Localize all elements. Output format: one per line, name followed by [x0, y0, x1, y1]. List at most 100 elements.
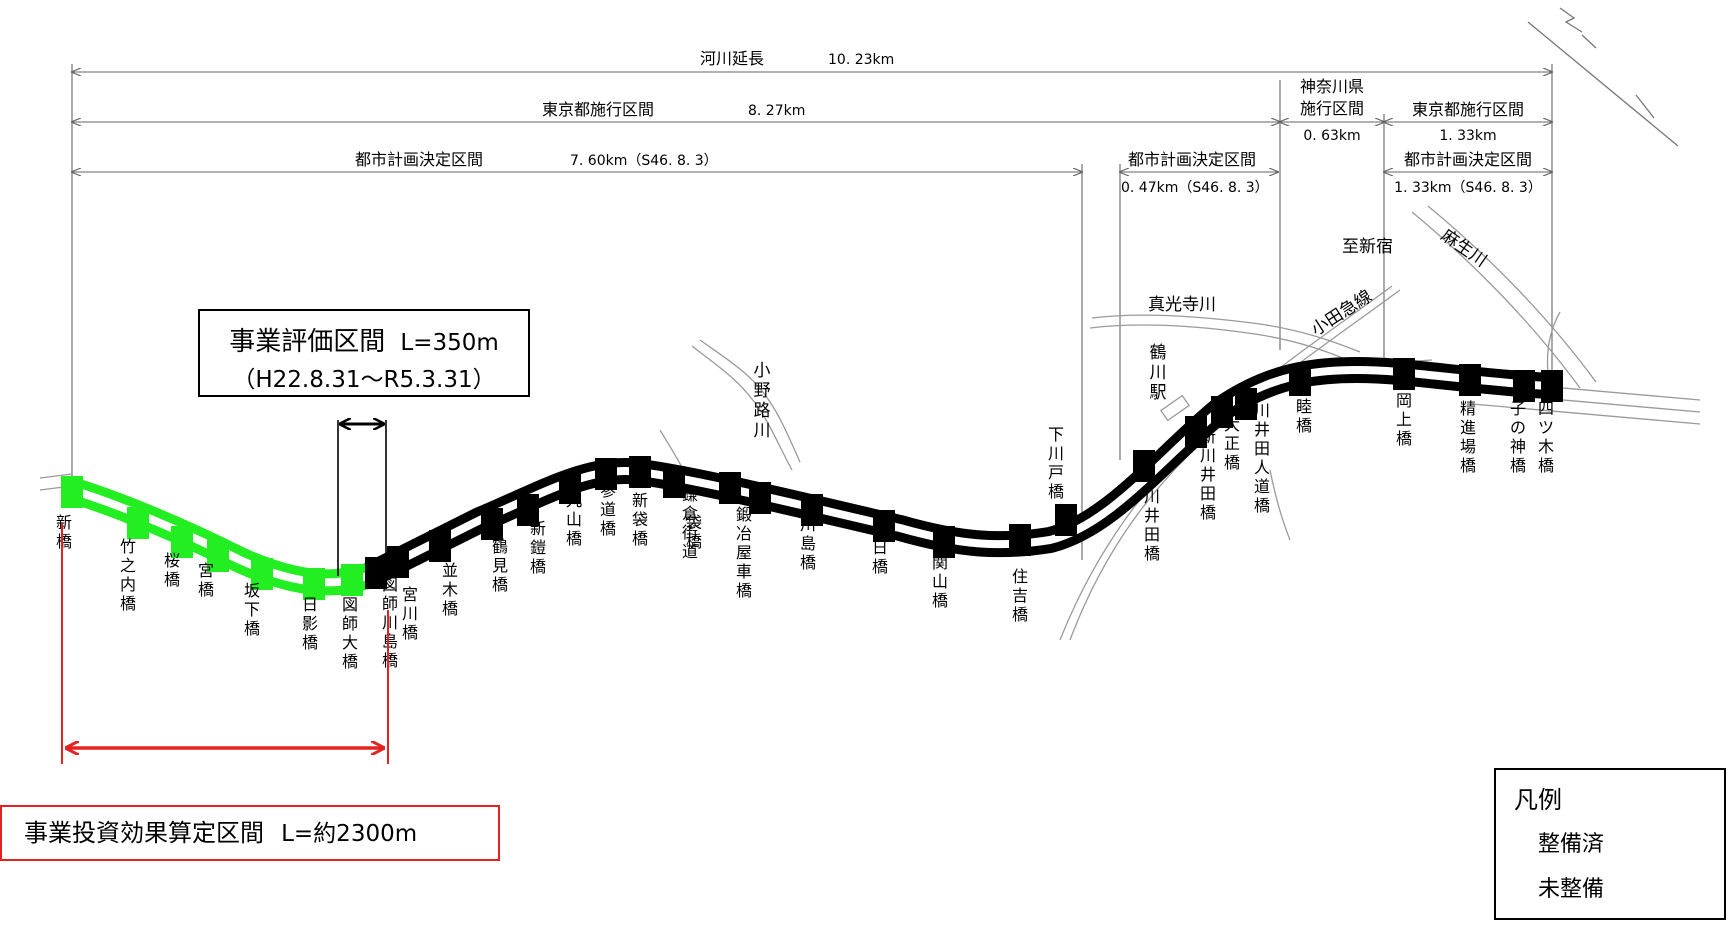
bridge-mark — [1235, 388, 1257, 420]
bridge-mark — [1185, 416, 1207, 448]
legend-item-done: 整備済 — [1538, 832, 1605, 857]
label-ono-river: 小野路川 — [754, 361, 771, 441]
dim-plan3-label: 都市計画決定区間 — [1404, 150, 1532, 169]
bridge-mark — [933, 526, 955, 558]
investment-length: L=約2300m — [281, 821, 418, 847]
dim-tokyo-label: 東京都施行区間 — [542, 100, 654, 119]
bridge-label: 関山橋 — [932, 553, 948, 610]
bridge-label: 精進場橋 — [1460, 399, 1476, 475]
bridge-mark — [595, 458, 617, 490]
bridge-label: 竹之内橋 — [120, 537, 136, 613]
dim-plan-label: 都市計画決定区間 — [355, 150, 483, 169]
dimension-labels: 河川延長 10. 23km 東京都施行区間 8. 27km 都市計画決定区間 7… — [355, 49, 1542, 196]
bridge-label: 坂下橋 — [244, 581, 260, 638]
bridge-mark — [1459, 364, 1481, 396]
bridge-label: 宮橋 — [198, 561, 214, 599]
label-asao-river: 麻生川 — [1437, 226, 1490, 272]
bridge-label: 新橋 — [56, 513, 72, 551]
dim-kanagawa-label1: 神奈川県 — [1300, 77, 1364, 96]
bridge-label: 鍛冶屋車橋 — [736, 505, 752, 600]
bridge-label: 参道橋 — [600, 481, 616, 538]
evaluation-length: L=350m — [400, 330, 499, 356]
evaluation-period: （H22.8.31〜R5.3.31） — [232, 367, 496, 393]
dimension-lines — [72, 64, 1552, 560]
dim-kanagawa-label2: 施行区間 — [1300, 99, 1364, 118]
bridge-marks — [61, 358, 1563, 600]
bridge-mark — [1133, 450, 1155, 482]
dim-total-value: 10. 23km — [828, 52, 894, 68]
bridge-mark — [251, 558, 273, 590]
dim-plan2-label: 都市計画決定区間 — [1128, 150, 1256, 169]
bridge-mark — [719, 472, 741, 504]
bridge-label: 丸山橋 — [566, 491, 582, 548]
bridge-label: 下川戸橋 — [1048, 425, 1064, 501]
bridge-mark — [341, 564, 363, 596]
bridge-mark — [629, 456, 651, 488]
bridge-mark — [207, 540, 229, 572]
bridge-label: 岡上橋 — [1396, 391, 1412, 448]
shinkoji-river — [1091, 314, 1361, 353]
bridge-mark — [171, 526, 193, 558]
bridge-mark — [387, 546, 409, 578]
place-labels: 真光寺川 至新宿 麻生川 小田急線 — [1148, 226, 1490, 340]
ono-river — [691, 345, 793, 471]
map-features — [39, 205, 1701, 641]
bridge-mark — [749, 482, 771, 514]
bridge-label: 四ツ木橋 — [1538, 399, 1554, 475]
bridge-label: 図師川島橋 — [382, 575, 398, 670]
dim-tokyo2-value: 1. 33km — [1439, 128, 1496, 144]
evaluation-title: 事業評価区間 — [229, 327, 386, 357]
bridge-label: 桜橋 — [164, 551, 180, 589]
bridge-label: 住吉橋 — [1012, 567, 1028, 624]
investment-box: 事業投資効果算定区間 L=約2300m — [0, 805, 500, 861]
bridge-mark — [873, 510, 895, 542]
bridge-mark — [1289, 364, 1311, 396]
bridge-mark — [1541, 370, 1563, 402]
bridge-mark — [663, 466, 685, 498]
bridge-label: 新川井田橋 — [1200, 427, 1216, 522]
label-shinkoji-river: 真光寺川 — [1148, 295, 1216, 315]
north-arrow-icon — [1527, 7, 1679, 147]
dim-kanagawa-value: 0. 63km — [1303, 128, 1360, 144]
bridge-label: 川井田橋 — [1144, 487, 1160, 563]
evaluation-box: 事業評価区間 L=350m （H22.8.31〜R5.3.31） — [198, 309, 530, 397]
dim-plan2-value: 0. 47km（S46. 8. 3） — [1121, 180, 1269, 196]
legend-title: 凡例 — [1514, 786, 1562, 814]
bridge-mark — [127, 507, 149, 539]
bridge-mark — [61, 476, 83, 508]
bridge-mark — [1009, 524, 1031, 556]
legend: 凡例 整備済 未整備 — [1494, 768, 1726, 920]
bridge-label: 図師大橋 — [342, 595, 358, 671]
bridge-label: 春日橋 — [872, 519, 888, 576]
investment-title: 事業投資効果算定区間 — [24, 819, 264, 847]
dim-tokyo-value: 8. 27km — [748, 103, 805, 119]
bridge-mark — [481, 508, 503, 540]
label-tsurukawa-station: 鶴川駅 — [1150, 343, 1167, 403]
bridge-mark — [517, 494, 539, 526]
dim-tokyo2-label: 東京都施行区間 — [1412, 100, 1524, 119]
bridge-label: 鶴見橋 — [492, 537, 508, 594]
bridge-label: 大正橋 — [1224, 415, 1240, 472]
bridge-mark — [1513, 370, 1535, 402]
bridge-mark — [1055, 504, 1077, 536]
dim-plan-value: 7. 60km（S46. 8. 3） — [570, 153, 718, 169]
bridge-label: 鎌倉街道 — [682, 485, 698, 561]
legend-item-undone: 未整備 — [1538, 877, 1605, 902]
bridge-mark — [365, 557, 387, 589]
bridge-label: 日影橋 — [302, 595, 318, 652]
bridge-label: 宮川橋 — [402, 585, 418, 642]
bridge-label: 新鎧橋 — [530, 519, 546, 576]
bridge-label: 川井田人道橋 — [1254, 401, 1270, 515]
bridge-label: 新袋橋 — [632, 491, 648, 548]
bridge-mark — [801, 494, 823, 526]
asao-river — [1411, 211, 1581, 389]
bridge-label: 袋橋 — [686, 513, 702, 551]
bridge-mark — [429, 530, 451, 562]
bridge-label: 子の神橋 — [1510, 399, 1526, 475]
bridge-label: 睦橋 — [1296, 397, 1312, 435]
dim-total-label: 河川延長 — [700, 49, 764, 68]
dim-plan3-value: 1. 33km（S46. 8. 3） — [1394, 180, 1542, 196]
label-to-shinjuku: 至新宿 — [1342, 237, 1393, 257]
